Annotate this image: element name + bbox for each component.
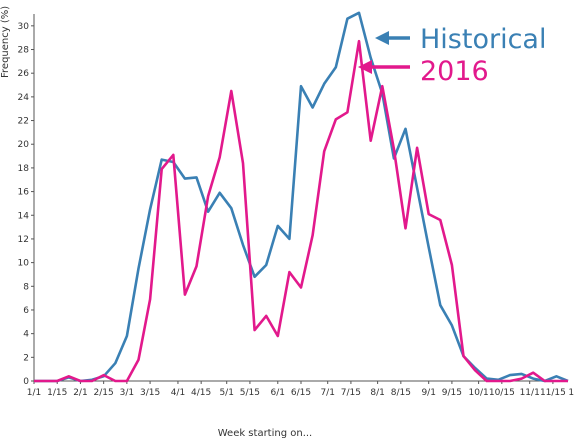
x-tick-label: 3/1 — [120, 388, 134, 398]
y-tick-label: 8 — [23, 282, 29, 292]
legend-label-historical: Historical — [420, 24, 546, 55]
x-tick-label: 6/1 — [271, 388, 285, 398]
x-tick-label: 1/1 — [27, 388, 41, 398]
x-tick-label: 7/15 — [341, 388, 361, 398]
x-tick-label: 10/1 — [469, 388, 489, 398]
y-tick-label: 6 — [23, 306, 29, 316]
y-tick-label: 26 — [18, 69, 30, 79]
x-tick-label: 6/15 — [291, 388, 311, 398]
x-tick-label: 8/1 — [370, 388, 384, 398]
y-tick-label: 30 — [18, 22, 30, 32]
y-tick-label: 18 — [18, 164, 30, 174]
x-tick-label: 12/1 — [568, 388, 574, 398]
series-line-2016 — [34, 39, 568, 383]
x-tick-label: 8/15 — [391, 388, 411, 398]
x-axis-title: Week starting on... — [218, 428, 313, 439]
y-tick-label: 20 — [18, 140, 30, 150]
y-tick-label: 2 — [23, 353, 29, 363]
x-tick-label: 9/15 — [442, 388, 462, 398]
x-tick-label: 9/1 — [421, 388, 435, 398]
y-tick-label: 22 — [18, 117, 29, 127]
y-tick-label: 24 — [18, 93, 30, 103]
x-tick-label: 11/15 — [540, 388, 566, 398]
x-tick-label: 7/1 — [320, 388, 334, 398]
y-tick-label: 14 — [18, 211, 30, 221]
x-tick-label: 4/15 — [191, 388, 211, 398]
legend-arrow-head-historical — [375, 31, 389, 45]
y-axis-title: Frequency (%) — [0, 6, 11, 78]
x-tick-label: 2/15 — [94, 388, 114, 398]
y-tick-label: 16 — [18, 188, 30, 198]
x-tick-label: 5/15 — [240, 388, 260, 398]
y-tick-label: 4 — [23, 330, 29, 340]
y-tick-label: 12 — [18, 235, 29, 245]
series-layer — [34, 11, 569, 383]
y-tick-label: 28 — [18, 46, 30, 56]
y-tick-label: 0 — [23, 377, 29, 387]
x-tick-label: 4/1 — [171, 388, 185, 398]
x-tick-label: 1/15 — [47, 388, 67, 398]
y-tick-label: 10 — [18, 259, 30, 269]
x-tick-label: 2/1 — [73, 388, 87, 398]
x-tick-label: 11/1 — [520, 388, 540, 398]
series-line-historical — [34, 11, 569, 383]
x-tick-label: 3/15 — [140, 388, 160, 398]
legend-arrow-head-2016 — [358, 60, 372, 74]
x-tick-label: 10/15 — [489, 388, 515, 398]
legend-label-2016: 2016 — [420, 56, 489, 87]
x-tick-label: 5/1 — [219, 388, 233, 398]
